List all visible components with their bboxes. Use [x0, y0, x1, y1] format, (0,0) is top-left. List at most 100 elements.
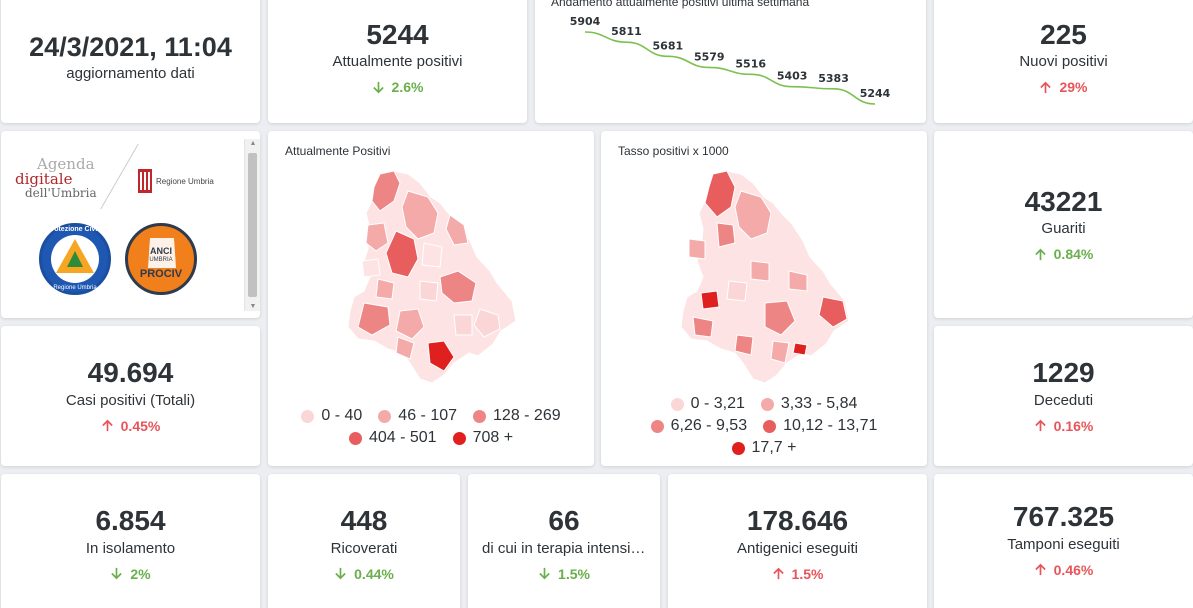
scrollbar-thumb[interactable]	[248, 153, 257, 297]
agenda-logo-line1: Agenda	[37, 155, 95, 173]
arrow-up-icon	[101, 420, 113, 432]
trend-point-label: 5383	[818, 72, 849, 85]
ricoverati-value: 448	[340, 505, 388, 537]
isolamento-card[interactable]: 6.854 In isolamento 2%	[1, 474, 260, 608]
terapia-card[interactable]: 66 di cui in terapia intensiva 1.5%	[468, 474, 660, 608]
positivi-label: Attualmente positivi	[332, 53, 463, 71]
guariti-card[interactable]: 43221 Guariti 0.84%	[934, 131, 1193, 318]
antigenici-card[interactable]: 178.646 Antigenici eseguiti 1.5%	[668, 474, 927, 608]
anci-logo-line2: UMBRIA	[149, 257, 173, 263]
ricoverati-delta-value: 0.44%	[354, 565, 394, 582]
scroll-up-icon[interactable]: ▲	[249, 140, 257, 147]
logos-card: Agenda digitale dell'Umbria Regione Umbr…	[1, 131, 260, 318]
update-datetime: 24/3/2021, 11:04	[29, 31, 232, 62]
map1-card[interactable]: Attualmente Positivi 0 - 40 46 - 107 128 -…	[268, 131, 594, 466]
ricoverati-delta: 0.44%	[334, 566, 394, 582]
legend-label: 46 - 107	[398, 407, 458, 424]
deceduti-delta: 0.16%	[1034, 417, 1094, 434]
antigenici-label: Antigenici eseguiti	[737, 539, 858, 557]
scroll-down-icon[interactable]: ▼	[249, 303, 257, 310]
agenda-logo-line2: digitale	[15, 170, 73, 188]
arrow-up-icon	[1034, 420, 1046, 432]
deceduti-card[interactable]: 1229 Deceduti 0.16%	[934, 326, 1193, 466]
legend-dot	[670, 397, 684, 411]
legend-item: 0 - 40	[301, 407, 362, 425]
legend-item: 10,12 - 13,71	[763, 417, 877, 435]
anci-prociv-logo: ANCI UMBRIA PROCIV	[125, 223, 197, 295]
arrow-down-icon	[111, 568, 123, 580]
update-label: aggiornamento dati	[66, 65, 195, 83]
terapia-value: 66	[548, 505, 580, 537]
legend-dot	[348, 431, 362, 445]
legend-label: 128 - 269	[493, 407, 561, 424]
casi-label: Casi positivi (Totali)	[65, 391, 196, 409]
casi-value: 49.694	[87, 357, 174, 389]
legend-dot	[731, 441, 745, 455]
isolamento-label: In isolamento	[85, 539, 176, 557]
deceduti-label: Deceduti	[1033, 391, 1094, 409]
map2-card[interactable]: Tasso positivi x 1000 0 - 3,21 3,33 - 5,8…	[601, 131, 927, 466]
guariti-value: 43221	[1024, 185, 1103, 217]
antigenici-value: 178.646	[746, 505, 849, 537]
arrow-up-icon	[1040, 81, 1052, 93]
legend-dot	[763, 419, 777, 433]
logos-scrollbar[interactable]: ▲ ▼	[244, 139, 260, 311]
trend-point-label: 5811	[611, 25, 642, 38]
arrow-down-icon	[539, 568, 550, 580]
legend-dot	[650, 419, 664, 433]
trend-point-label: 5516	[735, 57, 766, 70]
nuovi-value: 225	[1040, 18, 1087, 50]
ricoverati-label: Ricoverati	[330, 539, 398, 557]
tamponi-delta: 0.46%	[1034, 561, 1094, 578]
protezione-civile-logo: Protezione Civile Regione Umbria	[39, 223, 111, 295]
update-card: 24/3/2021, 11:04 aggiornamento dati	[1, 0, 260, 123]
protezione-logo-subtext: Regione Umbria	[53, 285, 97, 291]
isolamento-delta: 2%	[110, 566, 151, 582]
map1-choropleth[interactable]	[268, 131, 594, 466]
positivi-value: 5244	[366, 18, 429, 50]
trend-point-label: 5579	[694, 50, 725, 63]
regione-emblem-icon	[138, 169, 152, 193]
tamponi-delta-value: 0.46%	[1053, 561, 1094, 578]
legend-dot	[452, 431, 466, 445]
trend-line	[584, 31, 876, 105]
deceduti-delta-value: 0.16%	[1053, 417, 1094, 434]
trend-point-label: 5904	[570, 15, 601, 28]
trend-line-chart: 5904 5811 5681 5579 5516 5403 5383 5244	[570, 15, 891, 105]
legend-dot	[301, 409, 315, 423]
map2-choropleth[interactable]	[601, 131, 927, 466]
casi-delta: 0.45%	[101, 417, 161, 434]
legend-label: 3,33 - 5,84	[780, 395, 858, 412]
legend-dot	[760, 397, 774, 411]
legend-label: 0 - 40	[321, 407, 363, 424]
anci-logo-line3: PROCIV	[139, 268, 183, 280]
positivi-card[interactable]: 5244 Attualmente positivi 2.6%	[268, 0, 527, 123]
tamponi-card[interactable]: 767.325 Tamponi eseguiti 0.46%	[934, 474, 1193, 608]
casi-card[interactable]: 49.694 Casi positivi (Totali) 0.45%	[1, 326, 260, 466]
nuovi-label: Nuovi positivi	[1019, 53, 1108, 71]
legend-item: 17,7 +	[731, 439, 796, 457]
arrow-up-icon	[1034, 248, 1046, 260]
trend-point-label: 5403	[777, 70, 808, 83]
ricoverati-card[interactable]: 448 Ricoverati 0.44%	[268, 474, 460, 608]
arrow-up-icon	[772, 568, 784, 580]
nuovi-card[interactable]: 225 Nuovi positivi 29%	[934, 0, 1193, 123]
positivi-delta: 2.6%	[372, 79, 423, 95]
deceduti-value: 1229	[1032, 357, 1095, 389]
guariti-label: Guariti	[1041, 220, 1086, 238]
legend-item: 0 - 3,21	[670, 395, 745, 413]
isolamento-value: 6.854	[95, 505, 166, 537]
tamponi-value: 767.325	[1012, 501, 1115, 532]
map2-legend: 0 - 3,21 3,33 - 5,84 6,26 - 9,53 10,12 - 13…	[601, 395, 927, 457]
legend-label: 6,26 - 9,53	[670, 417, 748, 434]
terapia-delta: 1.5%	[538, 566, 590, 582]
protezione-logo-text: Protezione Civile	[46, 226, 104, 233]
regione-logo: Regione Umbria	[138, 169, 214, 193]
casi-delta-value: 0.45%	[120, 417, 161, 434]
trend-card[interactable]: Andamento attualmente positivi ultima se…	[535, 0, 926, 123]
guariti-delta: 0.84%	[1034, 246, 1093, 262]
arrow-down-icon	[372, 81, 384, 94]
nuovi-delta-value: 29%	[1059, 79, 1088, 96]
legend-label: 404 - 501	[368, 429, 437, 446]
logo-divider	[100, 143, 139, 210]
